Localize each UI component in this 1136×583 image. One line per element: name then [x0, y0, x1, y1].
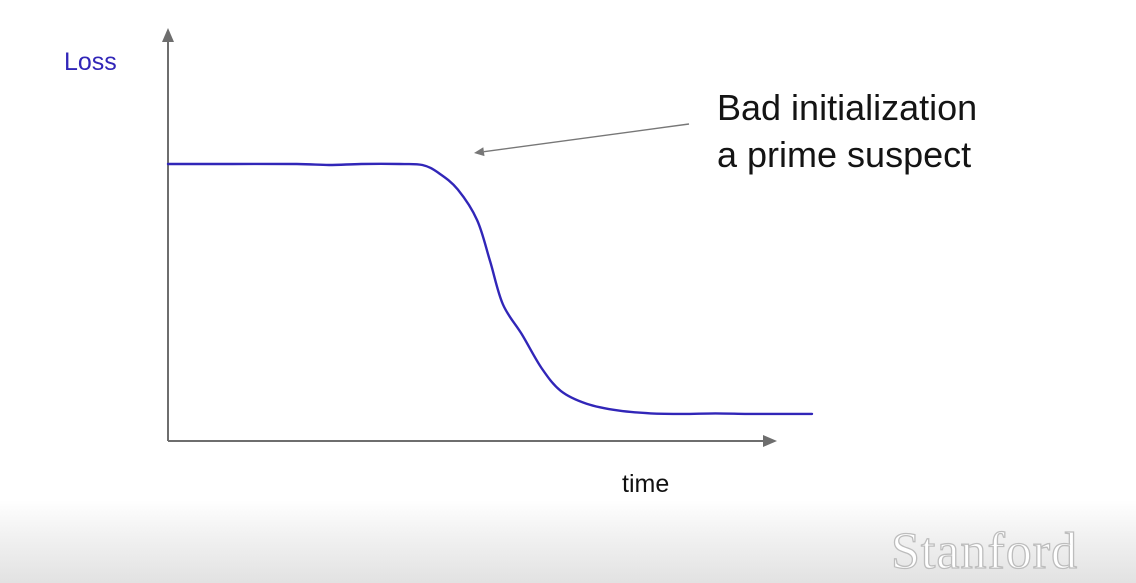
footer-band	[0, 500, 1136, 583]
x-axis-arrowhead	[763, 435, 777, 447]
y-axis-label: Loss	[64, 48, 117, 76]
series-layer	[166, 162, 814, 416]
y-axis-arrowhead	[162, 28, 174, 42]
annotation-arrow-layer	[474, 123, 690, 157]
annotation-line-2: a prime suspect	[717, 134, 972, 175]
axes	[162, 28, 777, 447]
loss-curve-series-0	[166, 162, 814, 416]
annotation-arrow-shaft	[483, 123, 690, 153]
annotation-text: Bad initialization a prime suspect	[717, 84, 977, 178]
annotation-arrowhead	[474, 147, 485, 157]
annotation-line-1: Bad initialization	[717, 87, 978, 128]
stanford-watermark: Stanford	[890, 523, 1079, 580]
x-axis-label: time	[622, 470, 670, 498]
